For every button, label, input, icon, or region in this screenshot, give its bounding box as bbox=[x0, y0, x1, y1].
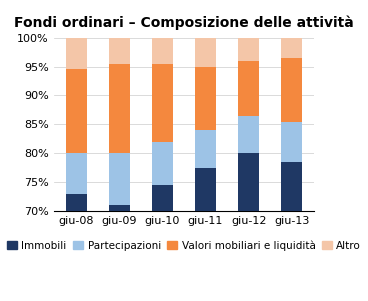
Bar bbox=[152, 64, 173, 142]
Bar bbox=[152, 142, 173, 185]
Bar bbox=[238, 61, 259, 116]
Bar bbox=[152, 185, 173, 211]
Bar bbox=[66, 38, 87, 70]
Bar bbox=[238, 154, 259, 211]
Bar bbox=[195, 67, 216, 130]
Bar bbox=[195, 130, 216, 168]
Title: Fondi ordinari – Composizione delle attività: Fondi ordinari – Composizione delle atti… bbox=[14, 15, 354, 29]
Bar bbox=[281, 38, 302, 58]
Bar bbox=[66, 70, 87, 154]
Bar bbox=[109, 64, 130, 154]
Bar bbox=[66, 194, 87, 211]
Bar bbox=[66, 154, 87, 194]
Bar bbox=[109, 206, 130, 211]
Bar bbox=[281, 58, 302, 122]
Bar bbox=[195, 168, 216, 211]
Bar bbox=[195, 38, 216, 67]
Bar bbox=[238, 116, 259, 154]
Legend: Immobili, Partecipazioni, Valori mobiliari e liquidità, Altro: Immobili, Partecipazioni, Valori mobilia… bbox=[3, 236, 365, 255]
Bar bbox=[152, 38, 173, 64]
Bar bbox=[281, 162, 302, 211]
Bar bbox=[109, 154, 130, 206]
Bar bbox=[281, 122, 302, 162]
Bar bbox=[238, 38, 259, 61]
Bar bbox=[109, 38, 130, 64]
